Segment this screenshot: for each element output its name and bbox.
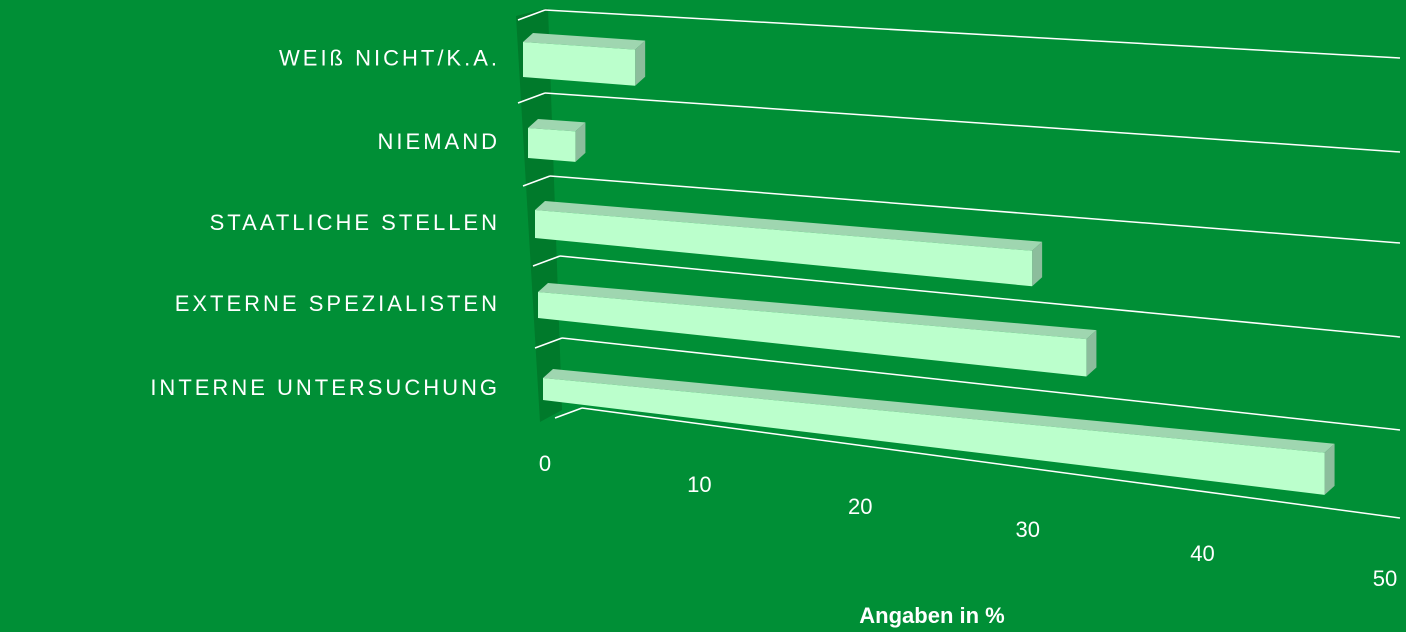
grid-line bbox=[544, 9, 1401, 59]
grid-line bbox=[554, 407, 583, 419]
grid-line bbox=[561, 337, 1401, 431]
category-label: NIEMAND bbox=[378, 129, 500, 154]
x-axis-label: Angaben in % bbox=[859, 603, 1004, 628]
grid-line bbox=[534, 337, 563, 349]
category-label: STAATLICHE STELLEN bbox=[210, 210, 500, 235]
category-label: WEIß NICHT/K.A. bbox=[279, 45, 500, 70]
bar-top bbox=[535, 201, 1043, 251]
grid-line bbox=[522, 175, 551, 187]
bar-top bbox=[543, 369, 1335, 453]
bar-top bbox=[528, 119, 586, 132]
bar-end bbox=[575, 122, 586, 162]
bar bbox=[538, 283, 1097, 377]
bar-end bbox=[635, 40, 646, 86]
bar-top bbox=[538, 283, 1097, 340]
grid-line bbox=[544, 92, 1401, 153]
bar bbox=[535, 201, 1043, 287]
bar bbox=[543, 369, 1335, 495]
x-tick-label: 30 bbox=[1016, 517, 1040, 542]
bar-front bbox=[538, 292, 1087, 377]
bar-top bbox=[523, 33, 646, 50]
bar-end bbox=[1324, 443, 1335, 495]
x-tick-label: 0 bbox=[539, 451, 551, 476]
grid-line bbox=[517, 92, 546, 104]
bar-front bbox=[528, 128, 576, 162]
category-label: EXTERNE SPEZIALISTEN bbox=[175, 291, 500, 316]
x-tick-label: 40 bbox=[1190, 541, 1214, 566]
bar-end bbox=[1086, 330, 1097, 377]
grid-line bbox=[532, 255, 561, 267]
grid-line bbox=[559, 255, 1401, 338]
bar-front bbox=[543, 378, 1325, 495]
grid-line bbox=[581, 407, 1401, 519]
grid-line bbox=[517, 9, 546, 21]
bar-front bbox=[535, 210, 1033, 287]
category-label: INTERNE UNTERSUCHUNG bbox=[150, 375, 500, 400]
x-tick-label: 50 bbox=[1373, 566, 1397, 591]
bar-end bbox=[1032, 241, 1043, 287]
grid-line bbox=[549, 175, 1401, 244]
bar bbox=[523, 33, 646, 86]
x-tick-label: 20 bbox=[848, 494, 872, 519]
bar-front bbox=[523, 42, 636, 86]
bar bbox=[528, 119, 586, 162]
x-tick-label: 10 bbox=[687, 472, 711, 497]
